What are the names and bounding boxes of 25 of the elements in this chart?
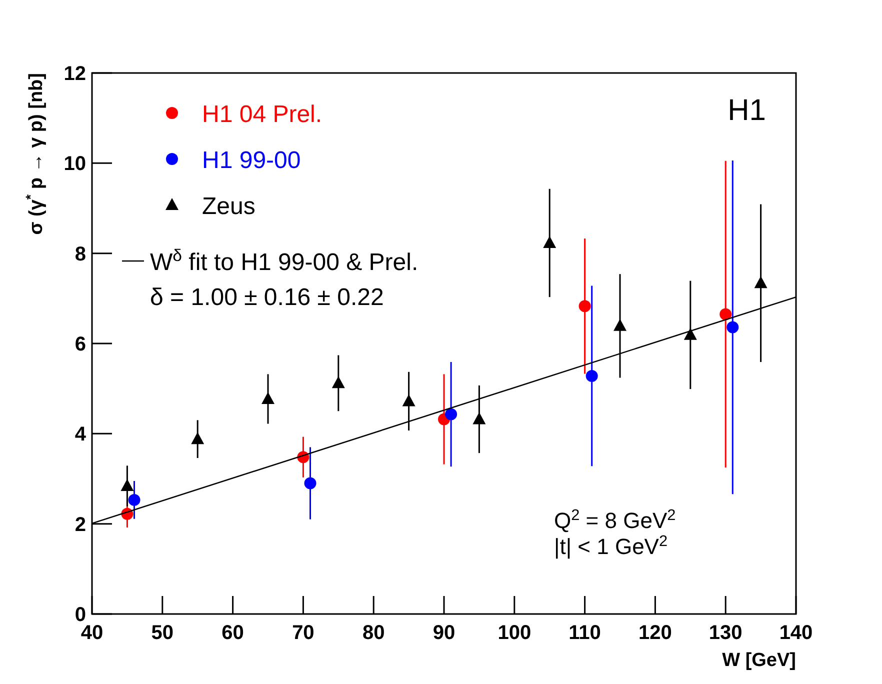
x-tick-label: 60 (222, 622, 244, 644)
x-tick-label: 130 (708, 622, 742, 644)
legend-label: H1 99-00 (202, 147, 301, 174)
x-tick-label: 140 (779, 622, 813, 644)
legend-label: Zeus (202, 193, 256, 220)
y-tick-label: 4 (74, 424, 87, 446)
y-tick-label: 8 (74, 243, 86, 266)
y-tick-label: 6 (74, 334, 86, 356)
x-tick-label: 110 (568, 622, 601, 644)
x-tick-label: 70 (292, 622, 314, 644)
x-tick-label: 80 (362, 622, 385, 644)
legend-label: H1 04 Prel. (202, 101, 322, 128)
x-tick-label: 50 (151, 622, 174, 644)
x-axis-title: W [GeV] (722, 650, 796, 671)
annotation: |t| < 1 GeV$^{2}$ (554, 532, 668, 559)
legend-label: W$^{δ}$ fit to H1 99-00 & Prel. (150, 246, 418, 276)
x-tick-label: 120 (638, 622, 672, 644)
y-tick-label: 10 (64, 153, 86, 176)
y-tick-label: 2 (74, 514, 86, 536)
annotation: Q$^{2}$ = 8 GeV$^{2}$ (554, 506, 676, 533)
x-tick-label: 90 (432, 622, 456, 644)
y-tick-label: 12 (64, 63, 86, 85)
x-tick-label: 100 (498, 622, 532, 644)
annotation: δ = 1.00 ± 0.16 ± 0.22 (150, 284, 384, 311)
annotation: H1 (728, 94, 766, 127)
